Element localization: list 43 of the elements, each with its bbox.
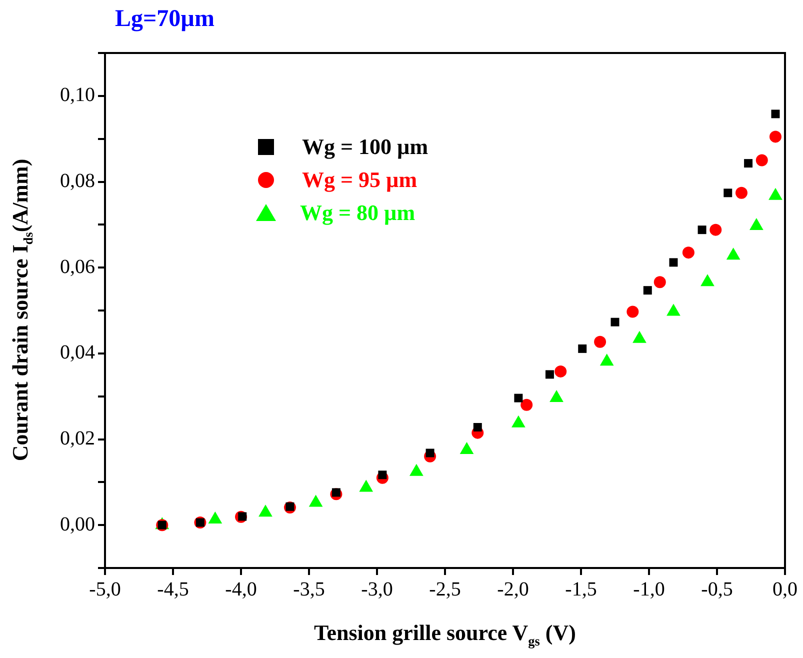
point (643, 286, 652, 295)
x-tick-label: -0,5 (701, 578, 733, 600)
point (756, 154, 768, 166)
legend-label: Wg = 80 µm (300, 200, 416, 226)
y-tick-label: 0,04 (60, 342, 95, 364)
x-tick-label: -2,0 (497, 578, 529, 600)
x-tick-label: -5,0 (89, 578, 121, 600)
x-tick-label: -1,5 (565, 578, 597, 600)
chart-title: Lg=70µm (115, 6, 215, 33)
point (654, 276, 666, 288)
point (594, 336, 606, 348)
x-tick-label: -3,0 (361, 578, 393, 600)
y-tick-label: 0,08 (60, 170, 95, 192)
point (545, 370, 554, 379)
x-tick-label: -2,5 (429, 578, 461, 600)
point (473, 422, 482, 432)
legend-label: Wg = 95 µm (302, 166, 418, 192)
y-tick-label: 0,02 (60, 428, 95, 450)
y-tick-label: 0,00 (60, 513, 95, 536)
y-tick-label: 0,06 (60, 256, 95, 278)
point (698, 226, 706, 234)
y-tick-label: 0,10 (60, 84, 95, 106)
point (682, 246, 694, 259)
point (769, 130, 782, 143)
x-tick-label: -1,0 (633, 578, 665, 600)
point (771, 110, 780, 118)
x-axis-title: Tension grille source V$_{gs}$ (V) (313, 620, 577, 650)
point (626, 306, 639, 318)
x-tick-label: -4,5 (157, 578, 189, 600)
x-tick-label: -3,5 (293, 578, 325, 600)
point (578, 344, 587, 353)
x-tick-label: 0,0 (772, 578, 798, 600)
point (554, 365, 567, 378)
point (710, 224, 722, 236)
point (514, 394, 523, 402)
x-tick-label: -4,0 (225, 578, 257, 600)
legend-label: Wg = 100 µm (302, 134, 428, 160)
point (520, 398, 533, 411)
point (610, 318, 620, 326)
point (744, 159, 753, 168)
point (724, 188, 732, 198)
point (735, 186, 748, 199)
point (669, 258, 678, 267)
